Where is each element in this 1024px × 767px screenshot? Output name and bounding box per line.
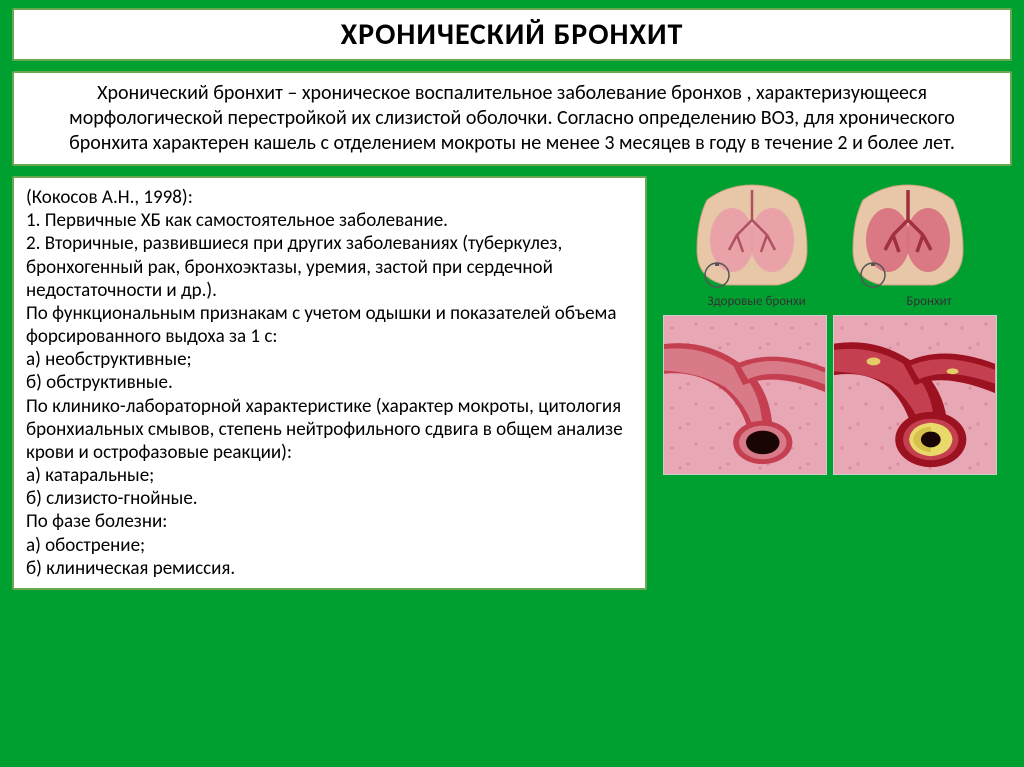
classification-line: 2. Вторичные, развившиеся при других заб… [26, 232, 633, 302]
tile-inflamed-bronchus [833, 315, 997, 475]
torso-row [657, 180, 1002, 290]
caption-healthy: Здоровые бронхи [707, 294, 805, 309]
page-title: ХРОНИЧЕСКИЙ БРОНХИТ [24, 16, 1000, 53]
classification-line: а) катаральные; [26, 464, 633, 487]
torso-healthy-svg [677, 180, 827, 290]
title-box: ХРОНИЧЕСКИЙ БРОНХИТ [12, 8, 1012, 61]
classification-ref: (Кокосов А.Н., 1998): [26, 186, 633, 209]
content-row: (Кокосов А.Н., 1998): 1. Первичные ХБ ка… [12, 176, 1012, 590]
classification-line: б) слизисто-гнойные. [26, 487, 633, 510]
torso-bronchitis [833, 180, 983, 290]
images-column: Здоровые бронхи Бронхит [657, 176, 1002, 590]
healthy-bronchus-svg [664, 316, 826, 474]
classification-line: а) обострение; [26, 534, 633, 557]
classification-line: а) необструктивные; [26, 348, 633, 371]
classification-line: б) обструктивные. [26, 371, 633, 394]
inflamed-bronchus-svg [834, 316, 996, 474]
tile-healthy-bronchus [663, 315, 827, 475]
caption-row: Здоровые бронхи Бронхит [657, 294, 1002, 309]
definition-box: Хронический бронхит – хроническое воспал… [12, 71, 1012, 166]
classification-line: По фазе болезни: [26, 510, 633, 533]
classification-line: По клинико-лабораторной характеристике (… [26, 395, 633, 465]
classification-line: б) клиническая ремиссия. [26, 557, 633, 580]
definition-text: Хронический бронхит – хроническое воспал… [69, 81, 955, 155]
caption-bronchitis: Бронхит [906, 294, 951, 309]
classification-box: (Кокосов А.Н., 1998): 1. Первичные ХБ ка… [12, 176, 647, 590]
torso-bronchitis-svg [833, 180, 983, 290]
classification-line: По функциональным признакам с учетом оды… [26, 302, 633, 348]
torso-healthy [677, 180, 827, 290]
classification-line: 1. Первичные ХБ как самостоятельное забо… [26, 209, 633, 232]
cross-section-row [657, 315, 1002, 475]
